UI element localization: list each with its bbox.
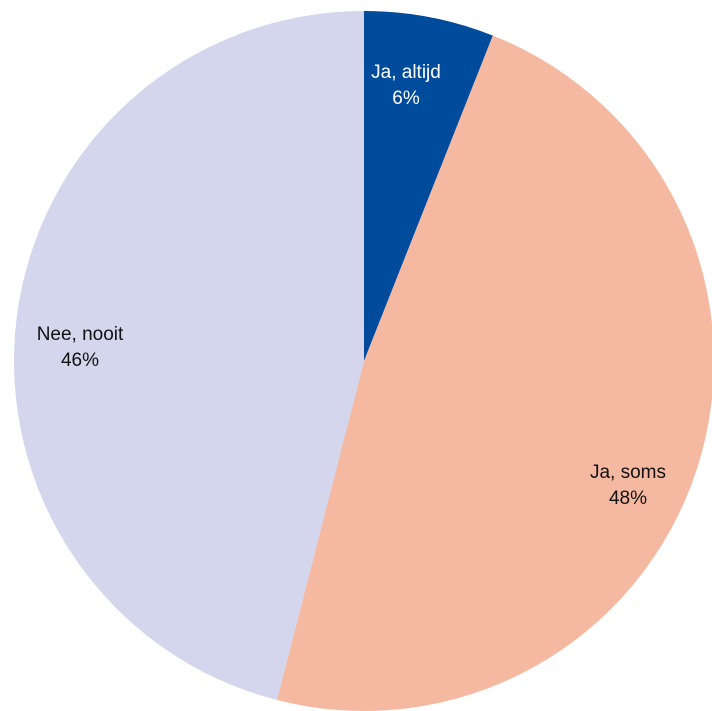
- slice-value-label: 46%: [61, 350, 99, 371]
- pie-slice-ja-altijd: [364, 11, 493, 361]
- slice-label-nee-nooit: Nee, nooit 46%: [37, 324, 124, 371]
- slice-category-label: Ja, soms: [590, 462, 666, 483]
- pie-slice-ja-soms: [276, 35, 712, 711]
- slice-label-ja-altijd: Ja, altijd 6%: [371, 62, 441, 109]
- slice-value-label: 48%: [609, 488, 647, 509]
- slice-value-label: 6%: [392, 88, 420, 109]
- pie-slice-nee-nooit: [14, 11, 364, 701]
- slice-label-ja-soms: Ja, soms 48%: [590, 462, 666, 509]
- slice-category-label: Ja, altijd: [371, 62, 441, 83]
- slice-category-label: Nee, nooit: [37, 324, 124, 345]
